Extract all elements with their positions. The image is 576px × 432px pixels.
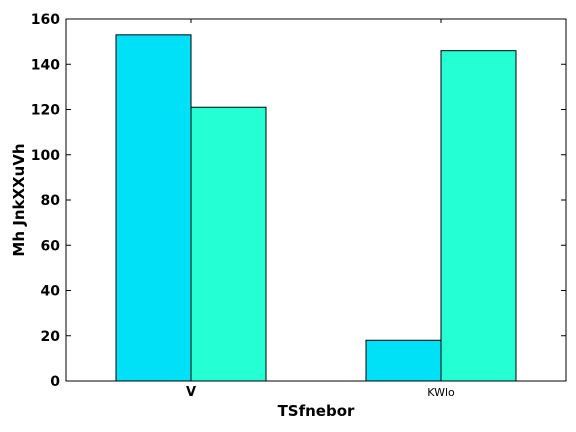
y-tick-label: 60 <box>41 238 61 254</box>
y-axis-title: Mh JnkXXuVh <box>10 143 28 256</box>
y-tick-label: 160 <box>31 12 60 28</box>
y-tick-label: 120 <box>31 103 60 119</box>
x-tick-label: V <box>186 385 196 400</box>
y-tick-label: 0 <box>50 374 60 390</box>
x-tick-label: KWlo <box>427 386 455 399</box>
y-tick-label: 140 <box>31 57 60 73</box>
bar-series-b-v <box>190 106 267 382</box>
y-tick-label: 80 <box>41 193 61 209</box>
bar-series-a-v <box>115 34 192 382</box>
bar-series-a-kwlo <box>365 339 442 382</box>
bars-layer <box>115 34 517 382</box>
bar-series-b-kwlo <box>440 50 517 382</box>
y-tick-label: 100 <box>31 148 60 164</box>
x-axis-title: TSfnebor <box>278 402 355 420</box>
ticks-layer: V KWlo 0 20 40 60 80 100 120 140 160 <box>31 12 566 400</box>
y-tick-label: 40 <box>41 284 61 300</box>
y-tick-label: 20 <box>41 329 61 345</box>
